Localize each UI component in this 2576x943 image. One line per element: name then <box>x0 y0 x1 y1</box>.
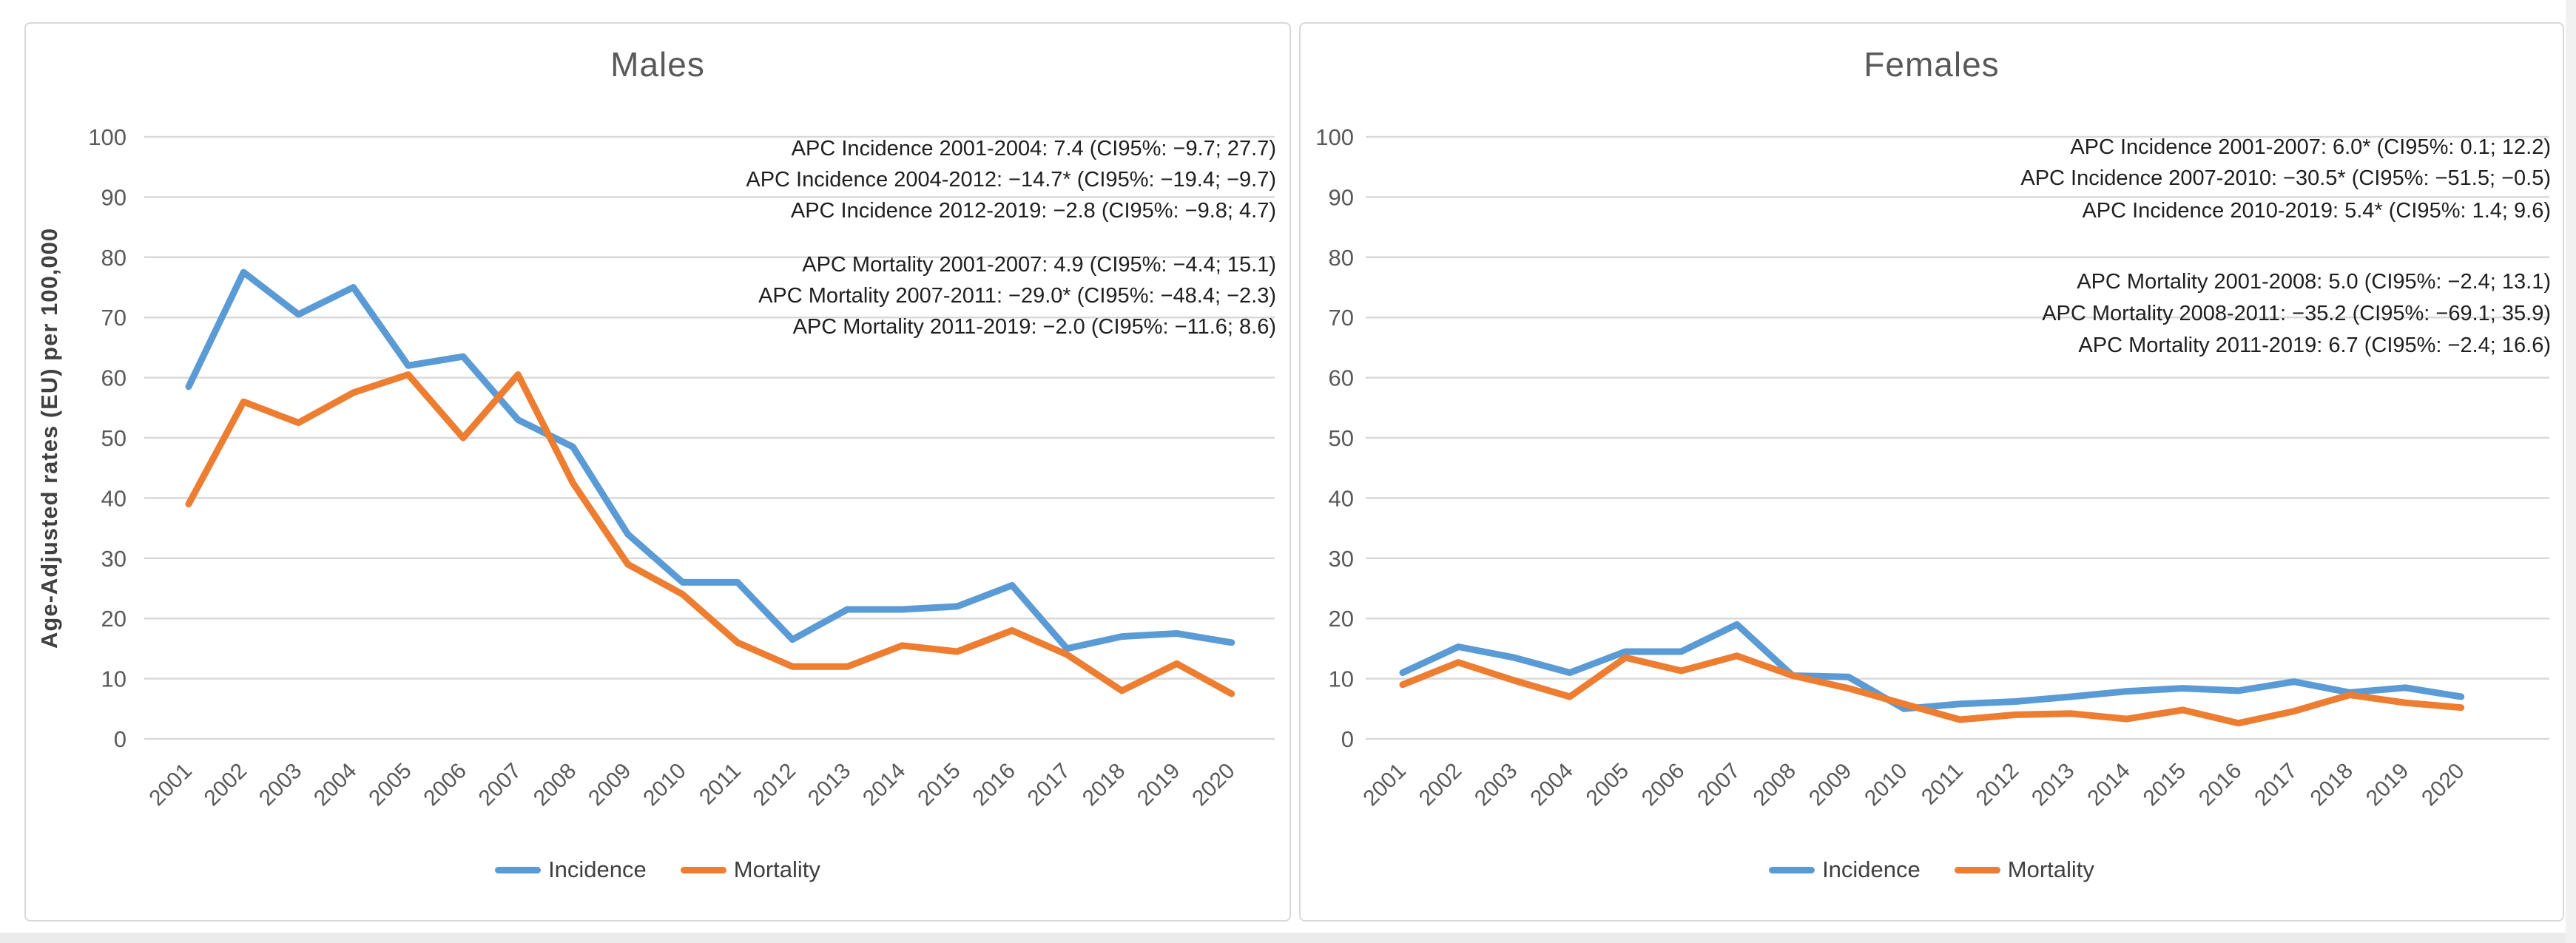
x-tick-label: 2003 <box>254 759 307 811</box>
y-tick-label: 70 <box>1329 305 1354 331</box>
apc-mortality-annotation: APC Mortality 2011-2019: 6.7 (CI95%: −2.… <box>2078 334 2551 357</box>
mortality-legend-swatch <box>1954 866 2000 873</box>
page-bottom-edge <box>0 933 2576 943</box>
apc-mortality-annotation: APC Mortality 2011-2019: −2.0 (CI95%: −1… <box>793 315 1276 339</box>
y-tick-label: 50 <box>101 425 127 451</box>
x-tick-label: 2007 <box>474 759 527 811</box>
mortality-legend-swatch <box>680 866 726 873</box>
apc-incidence-annotation: APC Incidence 2010-2019: 5.4* (CI95%: 1.… <box>2082 199 2551 223</box>
x-tick-label: 2001 <box>144 759 197 811</box>
x-tick-label: 2005 <box>1582 759 1634 811</box>
y-tick-label: 90 <box>101 184 127 210</box>
x-tick-label: 2014 <box>858 759 911 811</box>
mortality-legend-label: Mortality <box>2007 856 2094 882</box>
y-tick-label: 10 <box>101 666 127 692</box>
mortality-line <box>185 371 1235 697</box>
incidence-legend-swatch <box>495 866 542 873</box>
x-tick-label: 2020 <box>2417 759 2469 811</box>
incidence-legend-swatch <box>1769 866 1815 873</box>
x-tick-label: 2012 <box>749 759 801 811</box>
apc-incidence-annotation: APC Incidence 2001-2007: 6.0* (CI95%: 0.… <box>2070 135 2551 159</box>
y-tick-label: 80 <box>101 245 127 271</box>
incidence-line <box>185 268 1235 652</box>
apc-incidence-annotation: APC Incidence 2004-2012: −14.7* (CI95%: … <box>746 168 1276 192</box>
page-right-edge <box>2566 0 2576 943</box>
x-tick-label: 2001 <box>1358 759 1411 811</box>
females-legend: Incidence Mortality <box>1301 856 2563 883</box>
x-tick-label: 2010 <box>638 759 691 811</box>
x-tick-label: 2011 <box>1917 759 1968 810</box>
males-legend: Incidence Mortality <box>26 856 1289 883</box>
y-tick-label: 20 <box>101 606 127 632</box>
apc-mortality-annotation: APC Mortality 2001-2008: 5.0 (CI95%: −2.… <box>2077 270 2551 294</box>
x-tick-label: 2006 <box>419 759 471 811</box>
chart-panel-males: Males Age-Adjusted rates (EU) per 100,00… <box>24 22 1291 922</box>
apc-mortality-annotation: APC Mortality 2001-2007: 4.9 (CI95%: −4.… <box>802 253 1276 277</box>
x-tick-label: 2018 <box>1078 759 1130 811</box>
y-tick-label: 10 <box>1329 666 1354 692</box>
x-tick-label: 2019 <box>2361 759 2414 811</box>
apc-incidence-annotation: APC Incidence 2001-2004: 7.4 (CI95%: −9.… <box>792 137 1276 160</box>
y-tick-label: 30 <box>101 546 127 572</box>
females-chart-title: Females <box>1864 45 2000 84</box>
y-tick-label: 90 <box>1329 184 1354 210</box>
mortality-legend-label: Mortality <box>733 856 820 882</box>
y-tick-label: 40 <box>101 485 127 511</box>
x-tick-label: 2005 <box>364 759 417 811</box>
x-tick-label: 2004 <box>1525 759 1578 811</box>
chart-panel-females: Females 100 90 80 70 60 50 40 30 20 10 0 2001 2002 20… <box>1299 22 2564 922</box>
y-tick-label: 20 <box>1329 606 1354 632</box>
x-tick-label: 2007 <box>1693 759 1745 811</box>
y-tick-label: 0 <box>1341 726 1354 752</box>
y-tick-label: 100 <box>1315 124 1354 150</box>
x-tick-label: 2016 <box>2194 759 2247 811</box>
x-tick-label: 2011 <box>695 759 746 810</box>
y-tick-label: 70 <box>101 305 127 331</box>
apc-incidence-annotation: APC Incidence 2012-2019: −2.8 (CI95%: −9… <box>791 199 1276 223</box>
incidence-legend-label: Incidence <box>1822 856 1921 882</box>
y-tick-label: 60 <box>1329 365 1354 391</box>
y-tick-label: 60 <box>101 365 127 391</box>
males-chart-title: Males <box>610 45 705 84</box>
x-tick-label: 2017 <box>1023 759 1076 811</box>
incidence-line <box>1399 621 2465 712</box>
x-tick-label: 2006 <box>1637 759 1690 811</box>
apc-mortality-annotation: APC Mortality 2008-2011: −35.2 (CI95%: −… <box>2042 302 2551 325</box>
x-tick-label: 2012 <box>1972 759 2024 811</box>
x-tick-label: 2008 <box>1749 759 1801 811</box>
y-tick-label: 100 <box>88 124 127 150</box>
x-tick-label: 2004 <box>309 759 362 811</box>
x-tick-label: 2013 <box>2027 759 2080 811</box>
apc-mortality-annotation: APC Mortality 2007-2011: −29.0* (CI95%: … <box>758 284 1276 308</box>
x-tick-label: 2016 <box>968 759 1020 811</box>
x-tick-label: 2018 <box>2306 759 2358 811</box>
x-tick-label: 2015 <box>2139 759 2191 811</box>
y-tick-label: 30 <box>1329 546 1354 572</box>
x-tick-label: 2010 <box>1860 759 1912 811</box>
apc-incidence-annotation: APC Incidence 2007-2010: −30.5* (CI95%: … <box>2020 166 2551 190</box>
x-tick-label: 2008 <box>529 759 581 811</box>
y-tick-label: 0 <box>114 726 127 752</box>
x-tick-label: 2009 <box>584 759 636 811</box>
x-tick-label: 2014 <box>2083 759 2135 811</box>
y-tick-label: 40 <box>1329 485 1354 511</box>
incidence-legend-label: Incidence <box>548 856 647 882</box>
x-tick-label: 2019 <box>1133 759 1185 811</box>
x-tick-label: 2015 <box>913 759 965 811</box>
y-tick-label: 80 <box>1329 245 1354 271</box>
x-tick-label: 2017 <box>2250 759 2302 811</box>
x-tick-label: 2003 <box>1470 759 1523 811</box>
x-tick-label: 2002 <box>1415 759 1467 811</box>
x-tick-label: 2020 <box>1187 759 1240 811</box>
x-tick-label: 2002 <box>200 759 252 811</box>
y-tick-label: 50 <box>1329 425 1354 451</box>
x-tick-label: 2009 <box>1804 759 1857 811</box>
mortality-line <box>1399 652 2465 727</box>
x-tick-label: 2013 <box>803 759 856 811</box>
